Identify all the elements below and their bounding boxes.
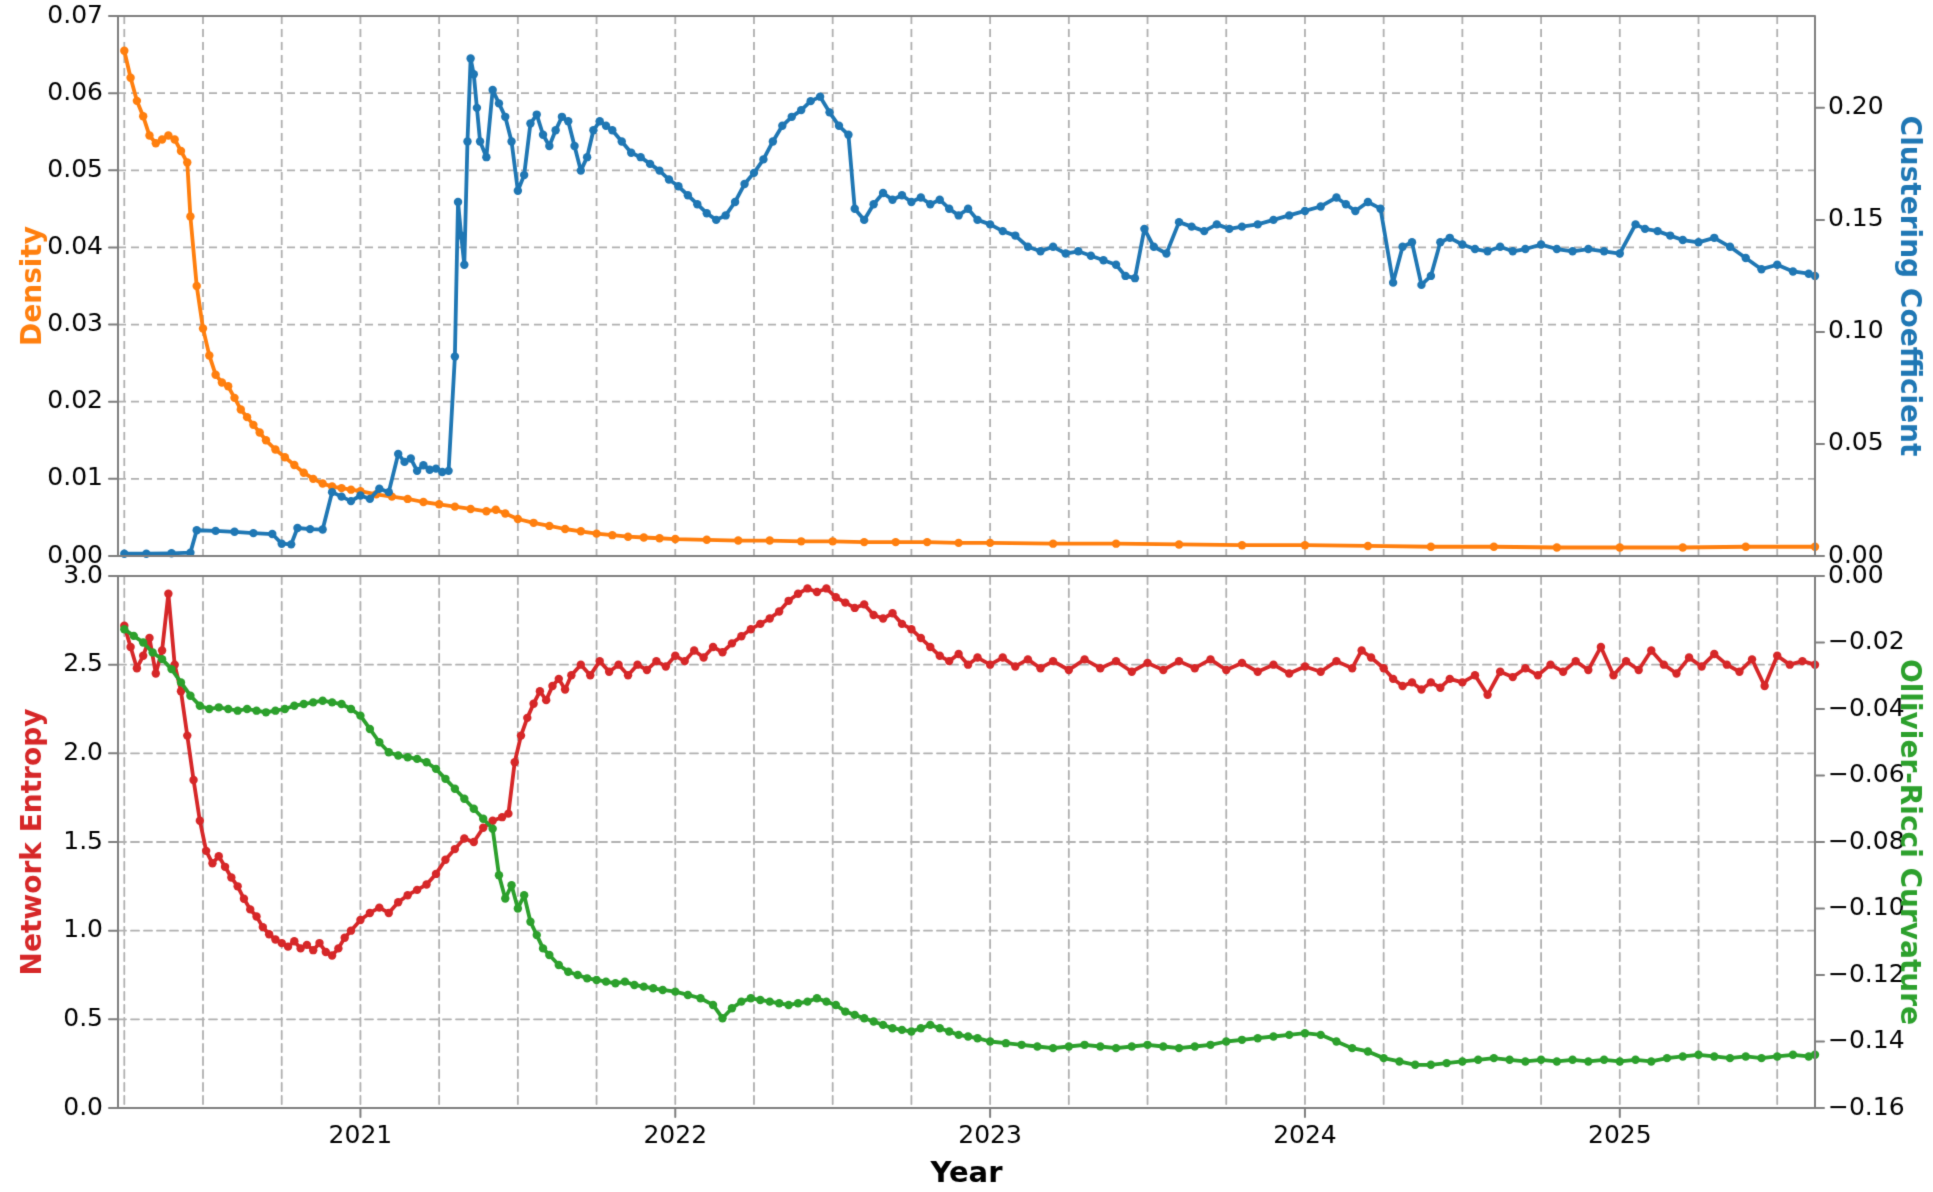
figure [0, 0, 1933, 1192]
chart-canvas [0, 0, 1933, 1192]
